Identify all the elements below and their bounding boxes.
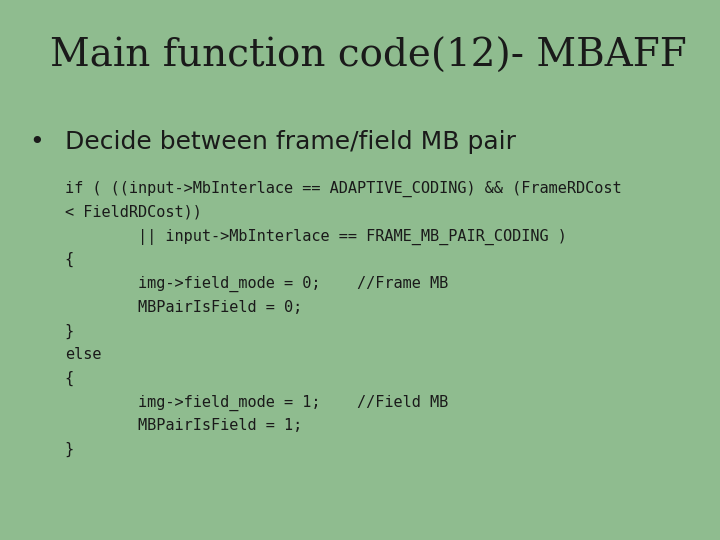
Text: Main function code(12)- MBAFF: Main function code(12)- MBAFF xyxy=(50,38,687,75)
Text: else: else xyxy=(65,347,102,362)
Text: || input->MbInterlace == FRAME_MB_PAIR_CODING ): || input->MbInterlace == FRAME_MB_PAIR_C… xyxy=(65,228,567,245)
Text: }: } xyxy=(65,442,74,457)
Text: }: } xyxy=(65,323,74,339)
Text: {: { xyxy=(65,252,74,267)
Text: •: • xyxy=(29,130,43,153)
Text: < FieldRDCost)): < FieldRDCost)) xyxy=(65,205,202,220)
Text: img->field_mode = 1;    //Field MB: img->field_mode = 1; //Field MB xyxy=(65,395,448,411)
Text: MBPairIsField = 1;: MBPairIsField = 1; xyxy=(65,418,302,434)
Text: MBPairIsField = 0;: MBPairIsField = 0; xyxy=(65,300,302,315)
Text: if ( ((input->MbInterlace == ADAPTIVE_CODING) && (FrameRDCost: if ( ((input->MbInterlace == ADAPTIVE_CO… xyxy=(65,181,621,197)
Text: img->field_mode = 0;    //Frame MB: img->field_mode = 0; //Frame MB xyxy=(65,276,448,292)
Text: {: { xyxy=(65,371,74,386)
Text: Decide between frame/field MB pair: Decide between frame/field MB pair xyxy=(65,130,516,153)
